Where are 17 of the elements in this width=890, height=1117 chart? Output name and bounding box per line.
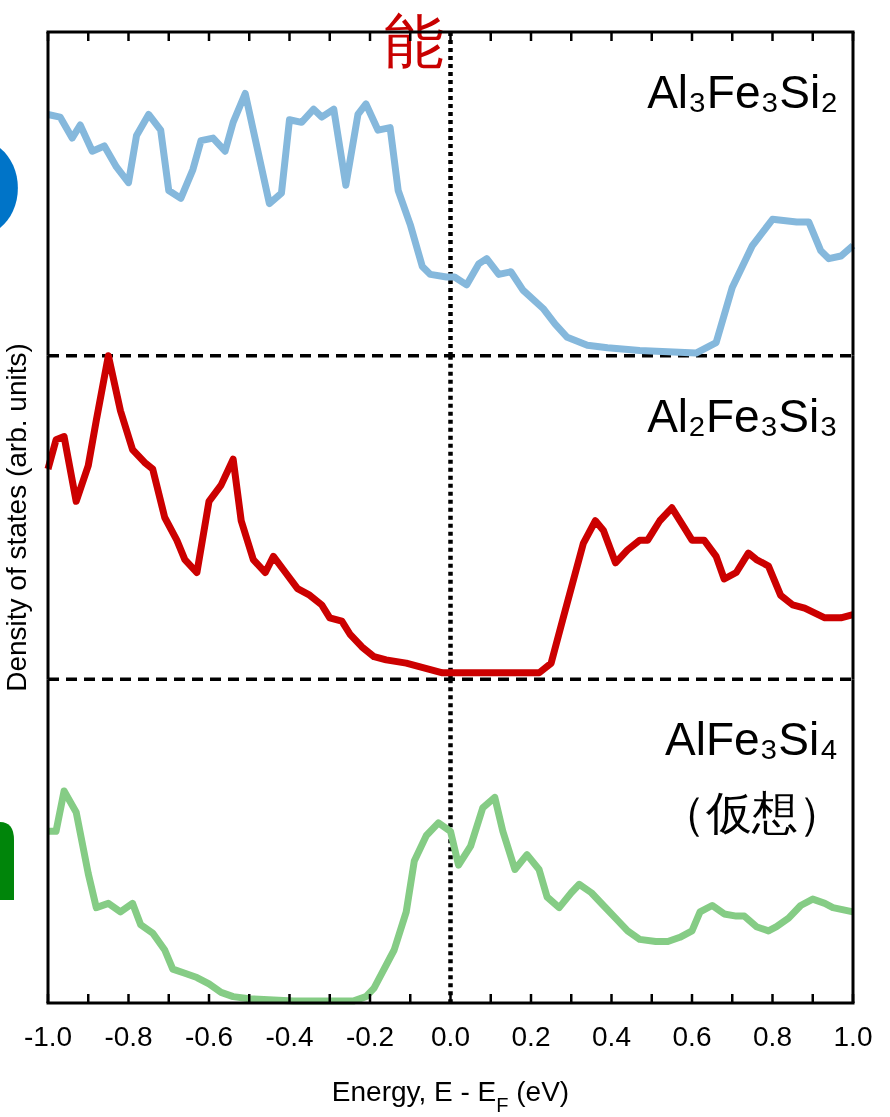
x-tick-label: 0.8	[753, 1021, 792, 1052]
x-tick-label: 1.0	[833, 1021, 873, 1052]
x-tick-label: 0.2	[511, 1021, 551, 1052]
x-tick-label: 0.6	[672, 1021, 712, 1052]
x-tick-label: -0.8	[104, 1021, 153, 1052]
x-tick-label: 0.4	[592, 1021, 631, 1052]
y-axis-title: Density of states (arb. units)	[1, 343, 32, 692]
x-tick-label: -0.6	[184, 1021, 234, 1052]
text: Al₂Fe₃Si₃	[647, 389, 838, 442]
x-axis-title: Energy, E - E$_{F}$ (eV)	[331, 1076, 570, 1116]
chart-subtitle: （仮想）	[659, 787, 844, 840]
x-tick-label: -0.2	[345, 1021, 395, 1052]
chart-title: Al₃Fe₃Si₂	[647, 66, 838, 118]
x-tick-label: -0.4	[265, 1021, 314, 1052]
x-tick-label: 0.0	[431, 1021, 470, 1052]
x-tick-label: -1.0	[23, 1021, 73, 1052]
chart-title: AlFe₃Si₄	[665, 713, 838, 766]
